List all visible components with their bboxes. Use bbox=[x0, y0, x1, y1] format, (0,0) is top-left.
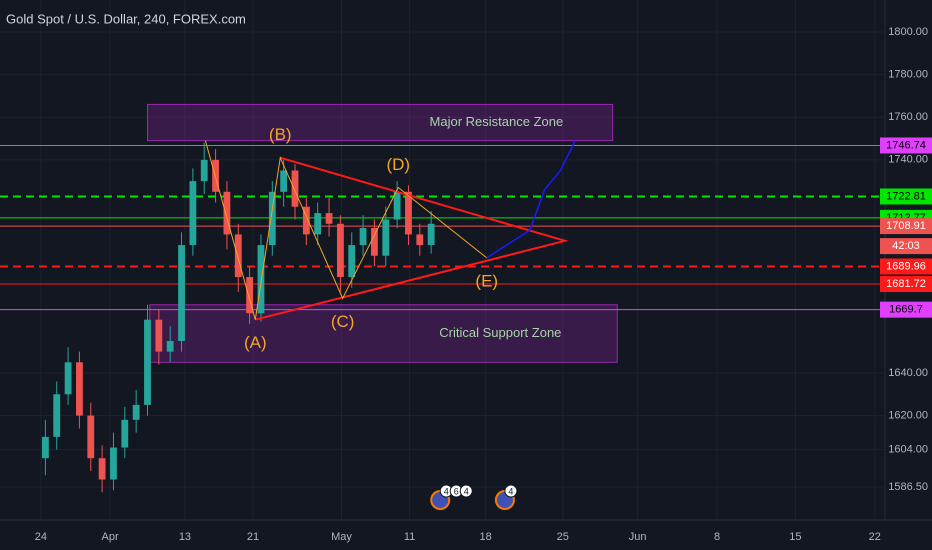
price-tag bbox=[880, 301, 932, 318]
x-tick-label: 8 bbox=[714, 531, 720, 543]
candle-body bbox=[359, 228, 367, 246]
candle-body bbox=[393, 191, 401, 220]
event-count: 4 bbox=[444, 486, 449, 496]
x-tick-label: 11 bbox=[404, 531, 415, 543]
candle-body bbox=[132, 404, 140, 420]
event-count: 4 bbox=[508, 486, 513, 496]
zone bbox=[149, 304, 618, 363]
x-tick-label: 21 bbox=[247, 531, 259, 543]
candle-body bbox=[371, 228, 378, 256]
level-layer bbox=[0, 144, 885, 311]
x-tick-label: 24 bbox=[35, 531, 47, 543]
trend-drawing bbox=[204, 140, 488, 320]
candle-body bbox=[234, 234, 242, 278]
trend-drawing bbox=[255, 156, 569, 321]
x-tick-label: May bbox=[331, 531, 352, 543]
x-tick-label: 15 bbox=[789, 531, 801, 543]
y-tick-label: 1586.50 bbox=[888, 481, 928, 493]
event-badge bbox=[504, 484, 518, 498]
candle-body bbox=[76, 362, 83, 416]
price-tag-label: 1722.81 bbox=[886, 190, 926, 202]
x-tick-label: 18 bbox=[479, 531, 491, 543]
candle-body bbox=[189, 181, 197, 246]
y-tick-label: 1800.00 bbox=[888, 26, 928, 38]
price-tag bbox=[880, 276, 932, 293]
candle-body bbox=[291, 170, 299, 207]
zone-layer: Major Resistance Zone Critical Support Zo… bbox=[147, 103, 618, 363]
candle-body bbox=[405, 191, 412, 235]
candle-body bbox=[336, 223, 344, 278]
candle-body bbox=[246, 277, 254, 314]
candle-body bbox=[257, 245, 265, 314]
y-tick-label: 1760.00 bbox=[888, 111, 928, 123]
price-tag-label: 1681.72 bbox=[886, 278, 926, 290]
event-count: 4 bbox=[464, 486, 469, 496]
candle-body bbox=[200, 159, 208, 182]
candle-body bbox=[302, 206, 310, 235]
candle-body bbox=[314, 213, 322, 235]
y-tick-label: 1604.00 bbox=[888, 444, 928, 456]
candle-body bbox=[98, 458, 106, 480]
candle-body bbox=[325, 213, 333, 224]
price-tag bbox=[880, 188, 932, 205]
candle-body bbox=[382, 219, 390, 256]
candle-body bbox=[64, 362, 72, 395]
wave-label: (C) bbox=[331, 312, 355, 331]
zone-label: Major Resistance Zone bbox=[430, 114, 564, 129]
candle-body bbox=[110, 447, 117, 480]
price-tag bbox=[880, 258, 932, 275]
price-tag bbox=[880, 137, 932, 154]
price-tag-label: 1746.74 bbox=[886, 139, 926, 151]
chart-title: Gold Spot / U.S. Dollar, 240, FOREX.com bbox=[6, 11, 246, 26]
x-tick-label: Apr bbox=[101, 531, 118, 543]
candle-body bbox=[121, 419, 129, 448]
candle-body bbox=[41, 436, 49, 459]
zone bbox=[147, 103, 614, 142]
candle-body bbox=[223, 191, 231, 235]
countdown-tag bbox=[880, 238, 932, 255]
countdown-label: 42:03 bbox=[892, 240, 920, 252]
price-tag bbox=[880, 218, 932, 235]
zone-label: Critical Support Zone bbox=[439, 325, 561, 340]
price-tag-label: 1669.7 bbox=[889, 304, 923, 316]
x-tick-label: 25 bbox=[557, 531, 569, 543]
x-tick-label: 13 bbox=[179, 531, 191, 543]
wave-label: (A) bbox=[244, 333, 267, 352]
wave-label: (B) bbox=[269, 125, 292, 144]
price-tag-label: 1708.91 bbox=[886, 220, 926, 232]
candle-body bbox=[87, 415, 95, 459]
candle-body bbox=[268, 191, 276, 246]
y-tick-label: 1780.00 bbox=[888, 68, 928, 80]
trend-drawing bbox=[486, 140, 576, 259]
candle-body bbox=[53, 394, 61, 437]
y-tick-label: 1640.00 bbox=[888, 367, 928, 379]
candle-body bbox=[427, 223, 435, 246]
price-tag-label: 1689.96 bbox=[886, 260, 926, 272]
candle-body bbox=[280, 170, 288, 192]
event-badge bbox=[459, 484, 473, 498]
x-tick-label: Jun bbox=[629, 531, 647, 543]
candle-body bbox=[416, 234, 424, 246]
y-tick-label: 1620.00 bbox=[888, 409, 928, 421]
drawing-layer: (A)(B)(C)(D)(E)4 6 4 4 bbox=[204, 125, 576, 510]
wave-label: (D) bbox=[386, 155, 410, 174]
event-count: 6 bbox=[454, 486, 459, 496]
candle-body bbox=[166, 340, 174, 352]
wave-label: (E) bbox=[475, 271, 498, 290]
candle-body bbox=[144, 319, 151, 405]
candle-body bbox=[178, 245, 185, 341]
x-tick-label: 22 bbox=[869, 531, 881, 543]
candle-body bbox=[348, 245, 356, 278]
candle-body bbox=[155, 319, 163, 352]
candle-layer bbox=[41, 142, 435, 493]
y-tick-label: 1740.00 bbox=[888, 154, 928, 166]
